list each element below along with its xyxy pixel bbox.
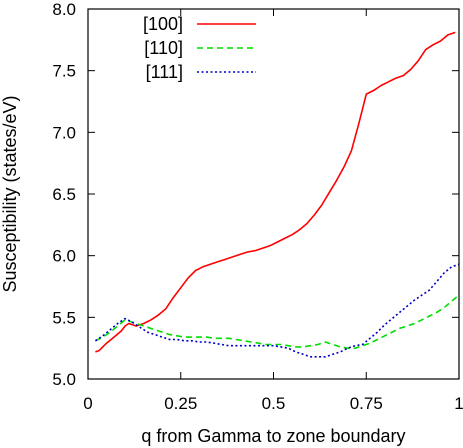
y-tick-label: 6.5 (52, 185, 76, 204)
legend-label: [100] (143, 14, 183, 34)
y-tick-label: 6.0 (52, 247, 76, 266)
y-axis-ticks: 5.0 5.5 6.0 6.5 7.0 7.5 8.0 (52, 0, 459, 389)
x-tick-label: 0.75 (350, 394, 383, 413)
x-tick-label: 1 (454, 394, 463, 413)
legend: [100] [110] [111] (143, 14, 256, 82)
plot-lines (94, 31, 460, 358)
series-line (95, 31, 456, 353)
x-tick-label: 0.25 (164, 394, 197, 413)
legend-label: [111] (146, 62, 183, 82)
y-tick-label: 5.5 (52, 308, 76, 327)
series-line (94, 263, 460, 358)
series-line (95, 294, 460, 350)
y-tick-label: 7.5 (52, 62, 76, 81)
y-tick-label: 7.0 (52, 123, 76, 142)
y-tick-label: 8.0 (52, 0, 76, 19)
x-axis-title: q from Gamma to zone boundary (141, 426, 405, 446)
x-tick-label: 0 (83, 394, 92, 413)
x-axis-ticks: 0 0.25 0.5 0.75 1 (83, 9, 463, 413)
legend-label: [110] (144, 38, 183, 58)
y-tick-label: 5.0 (52, 370, 76, 389)
y-axis-title: Susceptibility (states/eV) (0, 95, 20, 292)
x-tick-label: 0.5 (262, 394, 286, 413)
